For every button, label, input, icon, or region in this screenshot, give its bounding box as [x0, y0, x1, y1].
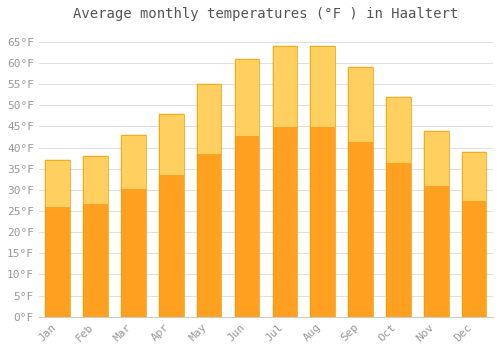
Bar — [121, 189, 146, 317]
Bar — [46, 160, 70, 317]
Bar — [386, 97, 410, 317]
Bar — [84, 204, 108, 317]
Bar — [272, 46, 297, 317]
Bar — [462, 201, 486, 317]
Bar — [46, 207, 70, 317]
Bar — [462, 152, 486, 201]
Bar — [84, 156, 108, 317]
Title: Average monthly temperatures (°F ) in Haaltert: Average monthly temperatures (°F ) in Ha… — [74, 7, 458, 21]
Bar — [272, 46, 297, 317]
Bar — [234, 59, 260, 317]
Bar — [348, 67, 373, 317]
Bar — [424, 187, 448, 317]
Bar — [197, 154, 222, 317]
Bar — [272, 127, 297, 317]
Bar — [121, 135, 146, 317]
Bar — [234, 59, 260, 317]
Bar — [159, 175, 184, 317]
Bar — [234, 136, 260, 317]
Bar — [197, 84, 222, 154]
Bar — [234, 59, 260, 136]
Bar — [386, 163, 410, 317]
Bar — [84, 156, 108, 204]
Bar — [159, 114, 184, 317]
Bar — [159, 114, 184, 175]
Bar — [310, 46, 335, 317]
Bar — [272, 46, 297, 127]
Bar — [84, 156, 108, 317]
Bar — [348, 67, 373, 317]
Bar — [386, 97, 410, 317]
Bar — [386, 97, 410, 163]
Bar — [310, 46, 335, 317]
Bar — [462, 152, 486, 317]
Bar — [348, 67, 373, 142]
Bar — [462, 152, 486, 317]
Bar — [197, 84, 222, 317]
Bar — [46, 160, 70, 317]
Bar — [121, 135, 146, 317]
Bar — [121, 135, 146, 189]
Bar — [424, 131, 448, 317]
Bar — [159, 114, 184, 317]
Bar — [348, 142, 373, 317]
Bar — [310, 127, 335, 317]
Bar — [310, 46, 335, 127]
Bar — [424, 131, 448, 187]
Bar — [197, 84, 222, 317]
Bar — [424, 131, 448, 317]
Bar — [46, 160, 70, 207]
